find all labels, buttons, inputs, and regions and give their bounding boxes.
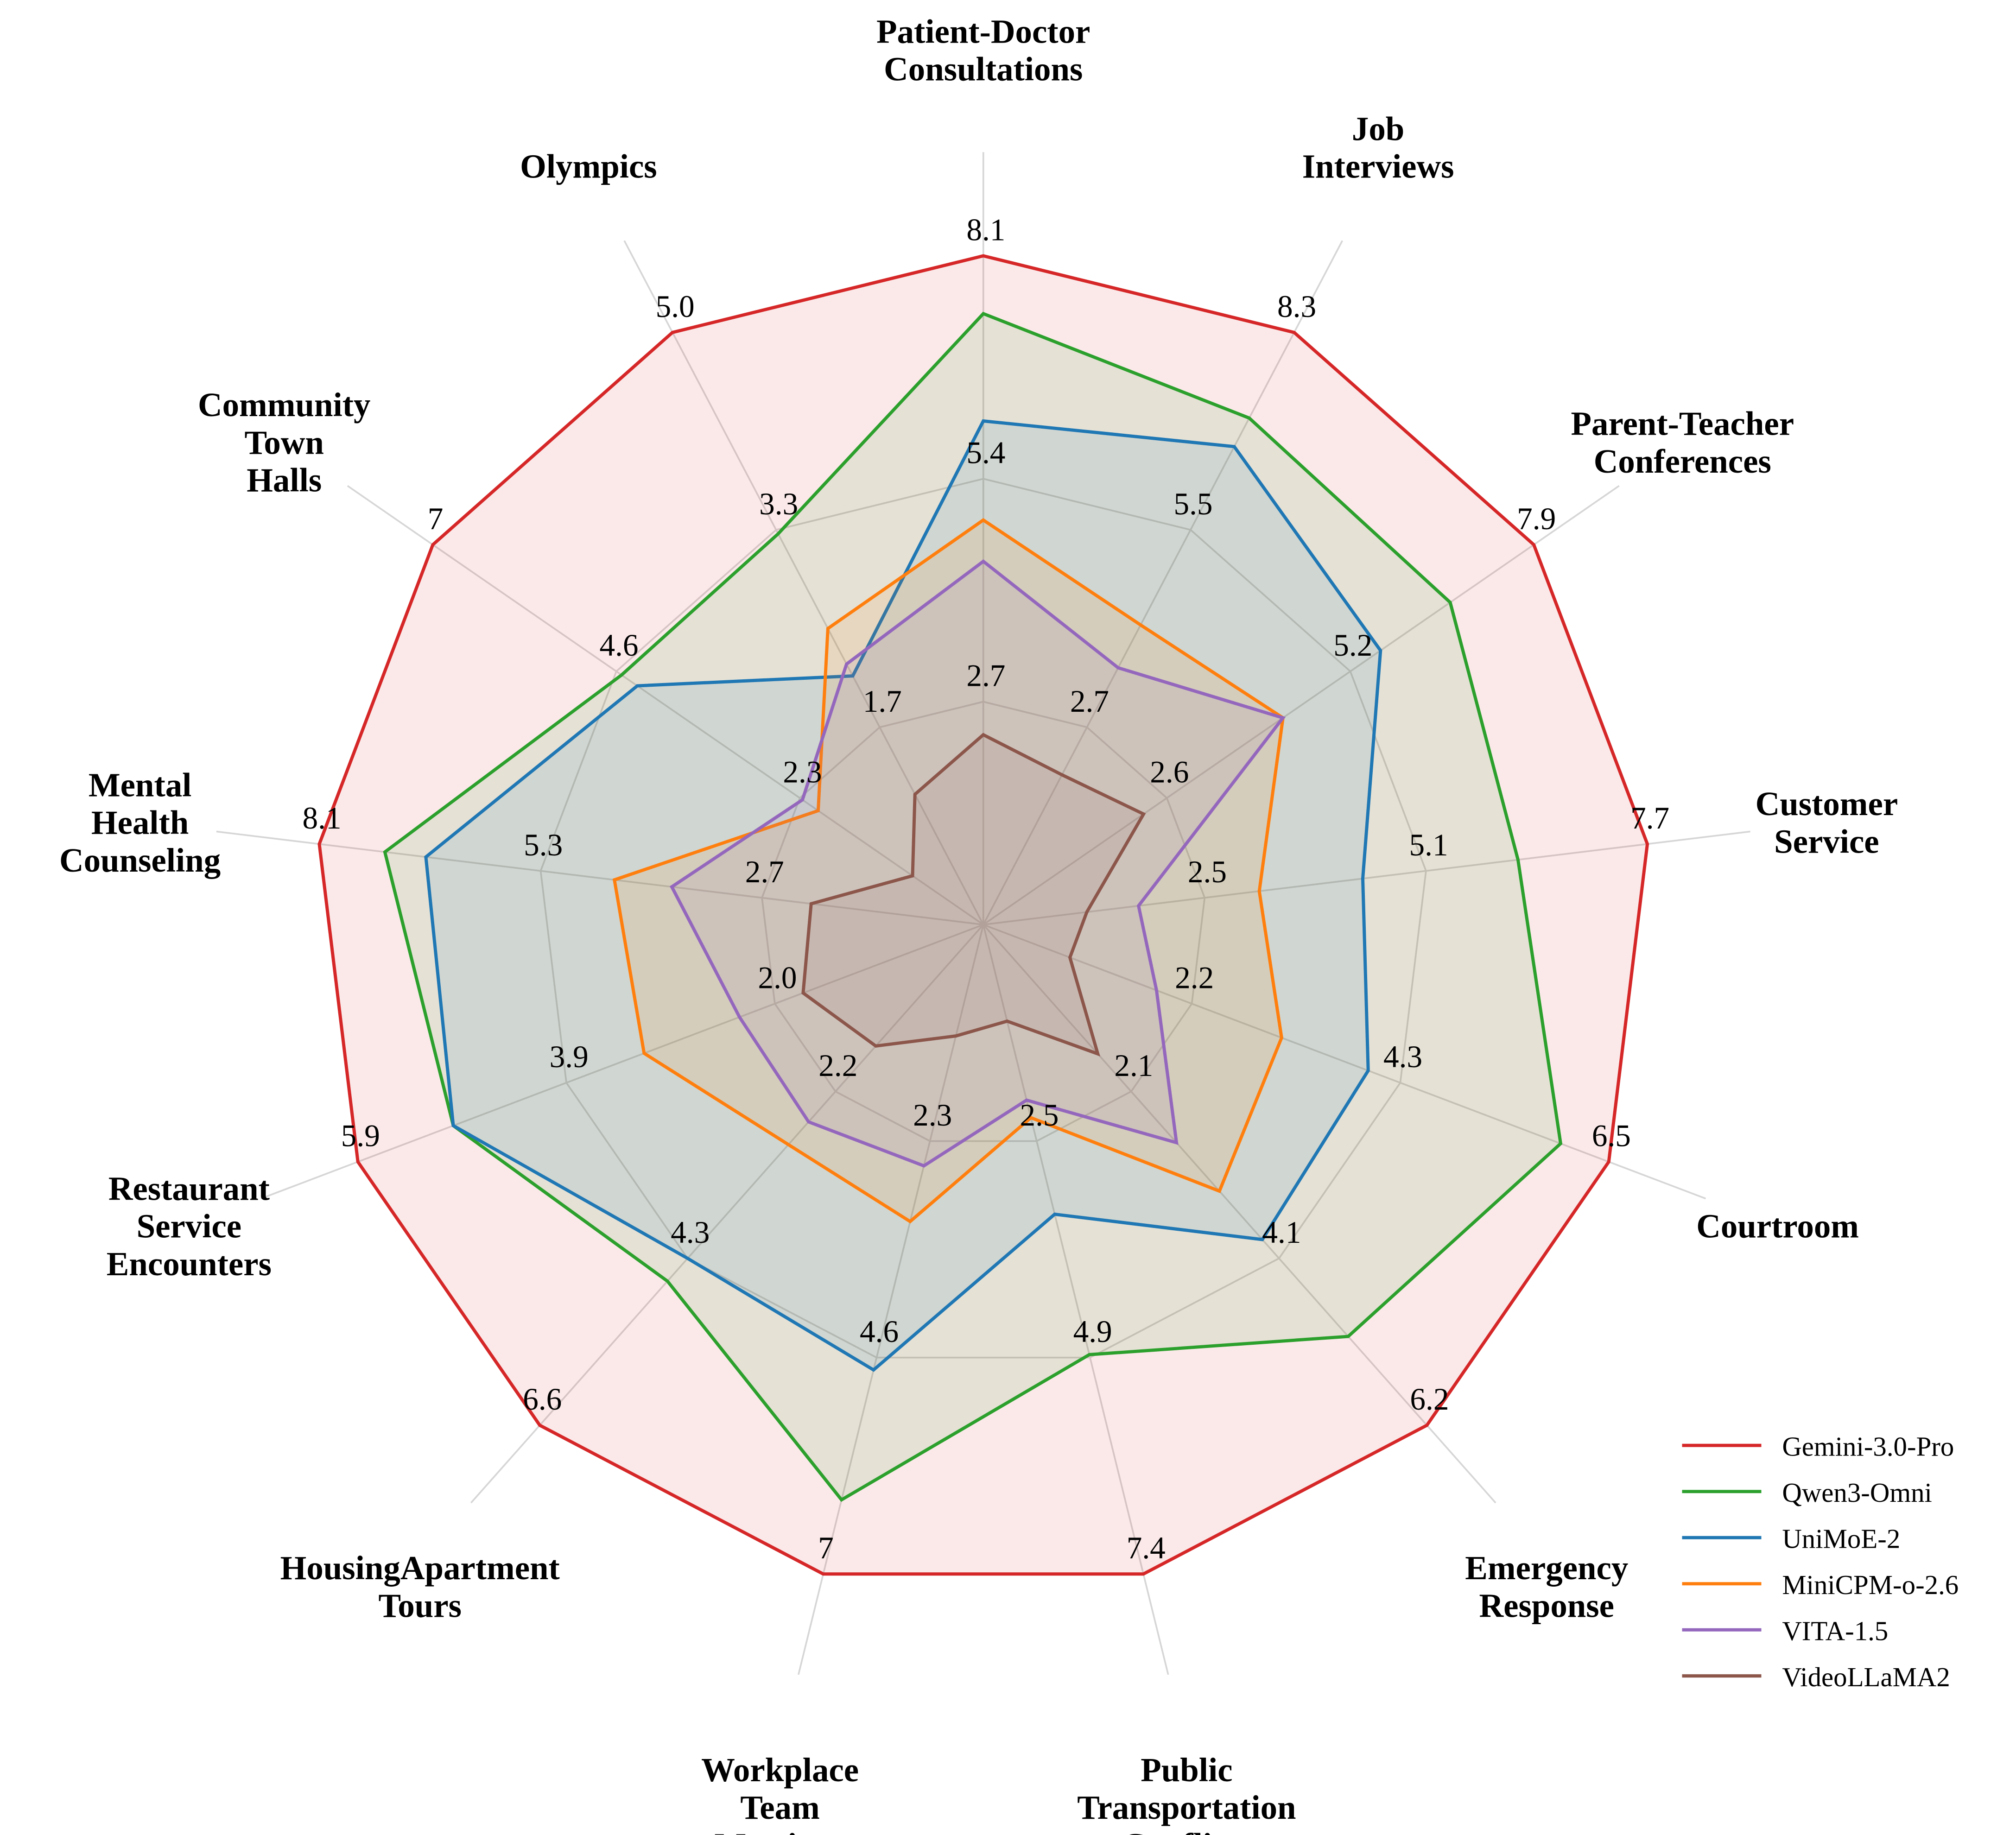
axis-label: Job Interviews (1302, 110, 1454, 185)
tick-label: 7 (818, 1531, 834, 1565)
spoke-line (216, 830, 983, 926)
tick-label: 4.9 (1073, 1314, 1112, 1349)
axis-label: WorkplaceTeamMeetings (701, 1751, 859, 1835)
legend-entry: Gemini-3.0-Pro (1782, 1432, 1954, 1462)
axis-label: Restaurant Service Encounters (107, 1170, 272, 1283)
tick-label: 8.1 (303, 801, 342, 835)
tick-label: 3.9 (550, 1039, 589, 1074)
legend-entry: VITA-1.5 (1782, 1616, 1888, 1646)
grid-ring (539, 478, 1427, 1359)
axis-label: Community Town Halls (198, 386, 370, 499)
tick-label: 6.5 (1592, 1119, 1631, 1153)
axis-label: Parent-Teacher Conferences (1571, 405, 1794, 480)
legend-entry: Qwen3-Omni (1782, 1478, 1932, 1508)
spoke-line (798, 924, 984, 1675)
spoke-line (470, 924, 984, 1504)
axis-label: PublicTransportationConflicts (1077, 1751, 1296, 1835)
tick-label: 5.1 (1409, 828, 1448, 862)
tick-label: 6.2 (1410, 1382, 1449, 1417)
spoke-line (983, 924, 1496, 1504)
tick-label: 4.6 (860, 1314, 899, 1349)
tick-label: 2.1 (1114, 1048, 1153, 1083)
tick-label: 5.2 (1333, 628, 1372, 663)
tick-label: 7.4 (1127, 1531, 1166, 1565)
axis-label: Courtroom (1696, 1208, 1859, 1245)
tick-label: 2.5 (1188, 854, 1227, 889)
tick-labels: 2.7 5.4 8.1 2.7 5.5 8.3 2.6 5.2 7.9 2.5 5.1 7.7 2.2 4… (303, 212, 1670, 1565)
axis-label: Patient-Doctor Consultations (876, 13, 1090, 88)
series-vita-1-5 (670, 559, 1286, 1168)
tick-label: 2.7 (1070, 684, 1109, 719)
axis-label: Emergency Response (1465, 1549, 1628, 1624)
legend-entry: UniMoE-2 (1782, 1524, 1900, 1554)
tick-label: 2.7 (966, 658, 1005, 693)
legend: Gemini-3.0-Pro Qwen3-Omni UniMoE-2 MiniCPM-… (1682, 1432, 1959, 1692)
tick-label: 5.4 (966, 436, 1005, 470)
axis-labels: Patient-Doctor Consultations Job Interviews… (59, 13, 1898, 1835)
tick-label: 5.9 (341, 1119, 380, 1153)
tick-label: 1.7 (863, 684, 902, 719)
tick-label: 5.5 (1173, 487, 1212, 521)
tick-label: 2.2 (1175, 960, 1214, 995)
series-group (317, 254, 1649, 1576)
series-videollama2 (801, 733, 1146, 1057)
axis-label: Customer Service (1756, 785, 1898, 860)
tick-label: 2.7 (745, 854, 784, 889)
spoke-line (983, 485, 1620, 925)
tick-label: 3.3 (759, 487, 798, 521)
tick-label: 7.7 (1630, 801, 1669, 835)
spoke-line (623, 240, 984, 925)
tick-label: 4.3 (671, 1215, 710, 1250)
series-minicpm-o-2-6 (612, 518, 1285, 1224)
tick-label: 2.3 (783, 754, 822, 789)
grid (216, 152, 1750, 1675)
tick-label: 2.5 (1020, 1098, 1059, 1133)
spoke-line (983, 830, 1750, 926)
axis-label: Mental Health Counseling (59, 766, 221, 879)
tick-label: 4.6 (599, 628, 638, 663)
tick-label: 7.9 (1517, 501, 1556, 536)
spoke-line (260, 924, 984, 1200)
tick-label: 8.3 (1277, 289, 1316, 324)
tick-label: 4.1 (1262, 1215, 1301, 1250)
series-gemini-3-0-pro (317, 254, 1649, 1576)
tick-label: 2.0 (758, 960, 797, 995)
tick-label: 5.0 (656, 289, 695, 324)
spoke-line (347, 485, 984, 925)
tick-label: 8.1 (966, 212, 1005, 247)
spoke-line (983, 240, 1344, 925)
tick-label: 7 (428, 501, 444, 536)
legend-entry: VideoLLaMA2 (1782, 1662, 1950, 1692)
tick-label: 5.3 (524, 828, 563, 862)
spoke-line (983, 924, 1706, 1200)
legend-entry: MiniCPM-o-2.6 (1782, 1570, 1959, 1600)
tick-label: 2.3 (913, 1098, 952, 1133)
tick-label: 6.6 (523, 1382, 562, 1417)
series-qwen3-omni (383, 311, 1563, 1502)
axis-label: HousingApartment Tours (280, 1549, 560, 1624)
grid-ring (761, 701, 1206, 1142)
tick-label: 2.2 (818, 1048, 857, 1083)
spoke-line (982, 924, 1169, 1675)
tick-label: 4.3 (1383, 1039, 1422, 1074)
axis-label: Olympics (520, 148, 657, 185)
tick-label: 2.6 (1150, 754, 1189, 789)
